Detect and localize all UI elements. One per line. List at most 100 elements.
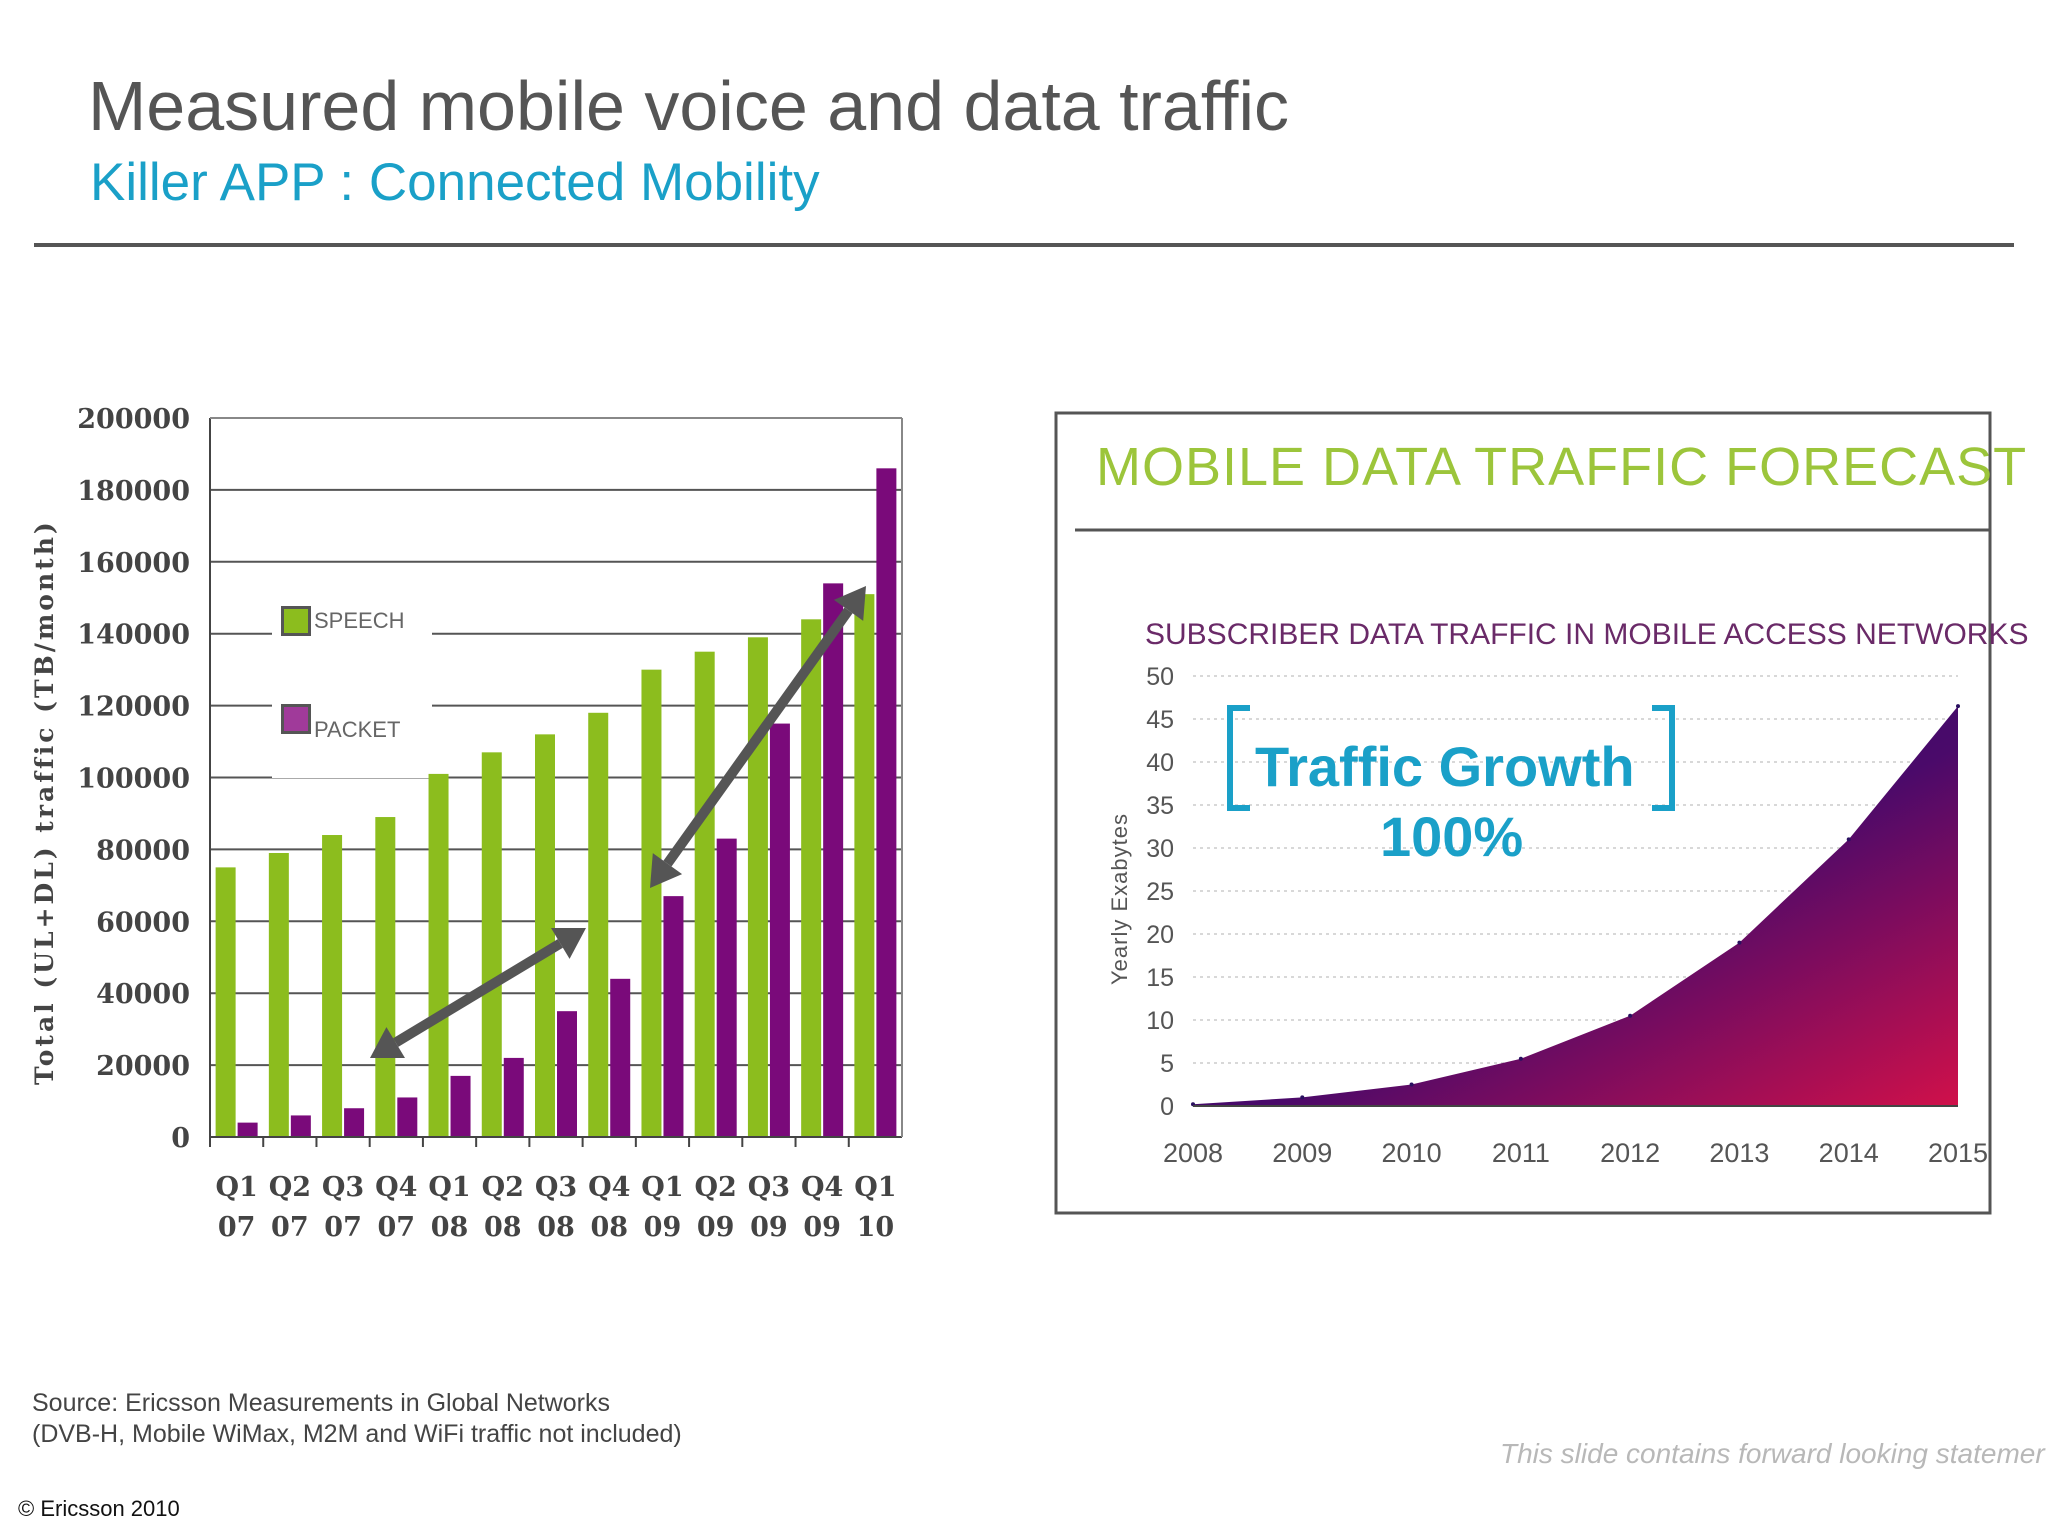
forecast-y-tick: 25 bbox=[1146, 878, 1174, 906]
packet-bar bbox=[716, 838, 737, 1137]
slide-title: Measured mobile voice and data traffic bbox=[88, 67, 1290, 145]
packet-bar bbox=[876, 468, 897, 1138]
bar-y-tick: 80000 bbox=[96, 835, 190, 866]
packet-bar bbox=[397, 1097, 418, 1137]
forecast-x-tick: 2015 bbox=[1928, 1138, 1988, 1168]
bar-x-tick-year: 09 bbox=[697, 1212, 735, 1243]
bar-x-tick-year: 08 bbox=[431, 1212, 469, 1243]
bar-x-tick-quarter: Q1 bbox=[854, 1172, 896, 1203]
forecast-y-tick: 30 bbox=[1146, 835, 1174, 863]
forecast-point bbox=[1518, 1056, 1523, 1061]
forecast-point bbox=[1628, 1013, 1633, 1018]
legend-speech-label: SPEECH bbox=[314, 608, 405, 633]
bar-x-tick-quarter: Q1 bbox=[215, 1172, 257, 1203]
bar-x-tick-year: 07 bbox=[218, 1212, 256, 1243]
bar-y-tick: 160000 bbox=[77, 548, 190, 579]
growth-arrow-upper-head-end bbox=[833, 586, 866, 621]
bar-chart-y-axis-title: Total (UL+DL) traffic (TB/month) bbox=[30, 519, 59, 1085]
forecast-y-axis-title: Yearly Exabytes bbox=[1107, 813, 1132, 985]
speech-bar bbox=[535, 734, 555, 1137]
packet-bar bbox=[769, 723, 790, 1137]
source-line-2: (DVB-H, Mobile WiMax, M2M and WiFi traff… bbox=[32, 1420, 682, 1448]
growth-arrow-lower-head-start bbox=[370, 1027, 405, 1058]
speech-bar bbox=[641, 669, 662, 1137]
forecast-area bbox=[1193, 706, 1958, 1106]
bar-x-tick-quarter: Q2 bbox=[269, 1172, 311, 1203]
title-divider bbox=[34, 243, 2014, 247]
legend-packet-swatch bbox=[281, 704, 311, 734]
bar-x-tick-year: 07 bbox=[271, 1212, 309, 1243]
speech-bar bbox=[268, 852, 289, 1137]
legend-packet-label: PACKET bbox=[314, 717, 401, 742]
forecast-x-tick: 2013 bbox=[1709, 1138, 1769, 1168]
packet-bar bbox=[503, 1057, 524, 1137]
bar-x-tick-quarter: Q3 bbox=[748, 1172, 790, 1203]
bar-x-tick-year: 09 bbox=[803, 1212, 841, 1243]
bar-y-tick: 200000 bbox=[77, 404, 190, 435]
speech-bar bbox=[481, 752, 502, 1137]
bar-x-tick-year: 10 bbox=[857, 1212, 895, 1243]
forecast-y-tick: 5 bbox=[1160, 1050, 1174, 1078]
source-note: Source: Ericsson Measurements in Global … bbox=[32, 1388, 682, 1450]
bar-x-tick-quarter: Q3 bbox=[322, 1172, 364, 1203]
bar-x-tick-quarter: Q2 bbox=[482, 1172, 524, 1203]
forecast-y-tick: 0 bbox=[1160, 1093, 1174, 1121]
speech-bar bbox=[694, 651, 715, 1137]
forecast-x-tick: 2008 bbox=[1163, 1138, 1223, 1168]
forecast-x-tick: 2010 bbox=[1382, 1138, 1442, 1168]
forecast-point bbox=[1737, 940, 1742, 945]
forecast-point bbox=[1846, 837, 1851, 842]
growth-arrow-lower-head-end bbox=[551, 928, 586, 959]
growth-arrow-upper-head-start bbox=[650, 853, 683, 888]
packet-bar bbox=[450, 1075, 471, 1137]
speech-bar bbox=[801, 619, 822, 1137]
bar-x-tick-quarter: Q1 bbox=[641, 1172, 683, 1203]
bar-y-tick: 40000 bbox=[96, 979, 190, 1010]
bar-y-tick: 100000 bbox=[77, 764, 190, 795]
forecast-panel-frame bbox=[1054, 411, 1992, 1215]
speech-bar bbox=[375, 817, 396, 1137]
speech-bar bbox=[747, 637, 768, 1137]
speech-bar bbox=[588, 712, 609, 1137]
forecast-x-tick: 2009 bbox=[1272, 1138, 1332, 1168]
packet-bar bbox=[663, 896, 684, 1137]
forecast-x-tick: 2014 bbox=[1819, 1138, 1879, 1168]
traffic-growth-label: Traffic Growth bbox=[1255, 735, 1635, 798]
forecast-y-tick: 15 bbox=[1146, 964, 1174, 992]
traffic-bar-chart: 2000001800001600001400001200001000008000… bbox=[77, 404, 903, 1243]
bar-x-tick-quarter: Q4 bbox=[801, 1172, 843, 1203]
forecast-title: MOBILE DATA TRAFFIC FORECAST bbox=[1096, 437, 2028, 497]
copyright: © Ericsson 2010 bbox=[18, 1496, 180, 1521]
growth-arrow-lower-shaft bbox=[393, 939, 563, 1047]
forecast-y-tick: 50 bbox=[1146, 663, 1174, 691]
bar-y-tick: 180000 bbox=[77, 476, 190, 507]
forecast-point bbox=[1956, 704, 1960, 709]
forecast-subtitle: SUBSCRIBER DATA TRAFFIC IN MOBILE ACCESS… bbox=[1145, 618, 2029, 651]
growth-bracket-left bbox=[1227, 705, 1250, 811]
forecast-y-tick: 40 bbox=[1146, 749, 1174, 777]
bar-x-tick-quarter: Q2 bbox=[695, 1172, 737, 1203]
speech-bar bbox=[322, 835, 343, 1137]
bar-x-tick-quarter: Q4 bbox=[375, 1172, 417, 1203]
bar-y-tick: 20000 bbox=[96, 1051, 190, 1082]
packet-bar bbox=[823, 583, 844, 1137]
bar-x-tick-year: 08 bbox=[590, 1212, 628, 1243]
packet-bar bbox=[610, 978, 631, 1137]
bar-x-tick-year: 09 bbox=[750, 1212, 788, 1243]
bar-x-tick-year: 07 bbox=[324, 1212, 362, 1243]
bar-x-tick-year: 09 bbox=[644, 1212, 682, 1243]
growth-bracket-right bbox=[1652, 705, 1675, 811]
source-line-1: Source: Ericsson Measurements in Global … bbox=[32, 1389, 611, 1417]
bar-x-tick-quarter: Q1 bbox=[428, 1172, 470, 1203]
forecast-y-tick: 35 bbox=[1146, 792, 1174, 820]
bar-y-tick: 120000 bbox=[77, 692, 190, 723]
growth-arrow-upper-shaft bbox=[663, 607, 853, 867]
legend-speech-swatch bbox=[281, 606, 311, 636]
slide-subtitle: Killer APP : Connected Mobility bbox=[90, 153, 820, 212]
forward-looking-note: This slide contains forward looking stat… bbox=[1500, 1438, 2045, 1469]
forecast-y-tick: 10 bbox=[1146, 1007, 1174, 1035]
speech-bar bbox=[215, 867, 236, 1137]
packet-bar bbox=[344, 1108, 365, 1137]
